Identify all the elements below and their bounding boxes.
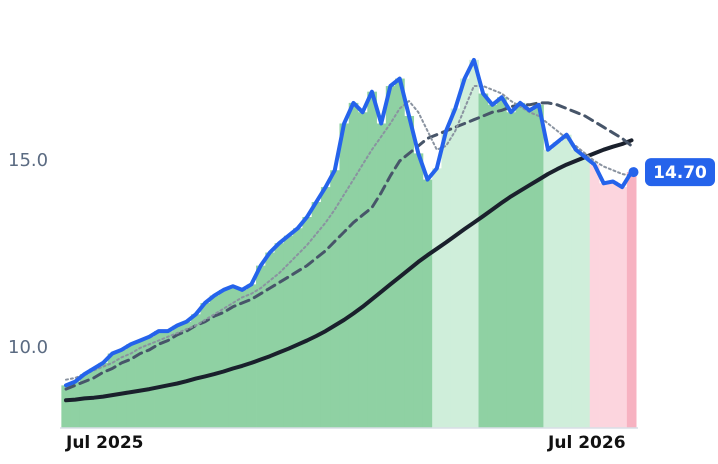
area-bar	[107, 353, 118, 428]
area-bar	[320, 187, 331, 428]
area-bar	[376, 123, 387, 428]
area-bar	[413, 153, 424, 428]
area-bar	[302, 216, 313, 428]
area-bar	[608, 181, 618, 428]
area-bar	[293, 228, 303, 428]
area-bar	[571, 149, 581, 429]
area-bar	[116, 349, 127, 428]
area-bar	[534, 104, 544, 428]
area-bar	[330, 170, 340, 428]
area-bar	[172, 325, 183, 428]
area-bar	[256, 265, 266, 428]
area-bar	[311, 202, 322, 428]
area-bar	[228, 286, 238, 428]
end-label-bg	[645, 158, 715, 187]
area-bar	[385, 86, 396, 428]
area-bar	[191, 314, 201, 428]
area-bar	[218, 289, 229, 428]
area-bar	[626, 172, 637, 428]
area-bar	[246, 284, 257, 428]
area-bar	[144, 336, 155, 428]
series-line	[65, 85, 633, 381]
area-bar	[181, 321, 192, 428]
area-bar	[469, 59, 479, 428]
area-bar	[459, 78, 470, 428]
area-bar	[79, 374, 90, 428]
series-line	[64, 57, 634, 388]
area-bar	[506, 112, 516, 428]
area-bar	[358, 112, 368, 428]
area-bar	[404, 115, 415, 429]
area-bar	[515, 102, 526, 428]
area-bar	[154, 331, 164, 428]
x-tick-label: Jul 2026	[547, 433, 626, 453]
area-bar	[163, 331, 174, 428]
area-bar	[589, 164, 600, 428]
area-bar	[543, 149, 554, 429]
area-bar	[580, 157, 591, 428]
area-bar	[339, 123, 350, 428]
area-bar	[441, 130, 452, 428]
area-bar	[432, 168, 442, 429]
area-bar	[237, 289, 248, 428]
area-bar	[599, 183, 609, 428]
area-bar	[395, 78, 405, 428]
end-label: 14.70	[653, 163, 707, 183]
area-bar	[561, 134, 572, 429]
area-bar	[422, 179, 433, 428]
area-bar	[450, 108, 461, 428]
area-bar	[348, 102, 359, 428]
area-bar	[135, 340, 146, 428]
area-bar	[126, 344, 136, 428]
area-bar	[497, 97, 507, 428]
area-bar	[283, 235, 294, 428]
area-bar	[274, 243, 285, 428]
area-bar	[487, 104, 498, 428]
area-bar	[524, 110, 535, 429]
area-bar	[70, 381, 81, 428]
area-bar	[209, 295, 220, 428]
area-bar	[552, 142, 563, 428]
y-tick-label: 10.0	[8, 337, 48, 358]
end-dot	[628, 167, 639, 178]
area-bar	[61, 385, 72, 428]
area-bar	[265, 252, 275, 428]
area-bar	[367, 91, 377, 429]
y-tick-label: 15.0	[8, 150, 48, 171]
area-bar	[617, 187, 628, 428]
area-bar	[200, 303, 211, 428]
series-line	[64, 101, 633, 391]
area-bar	[478, 93, 489, 429]
series-line	[64, 138, 634, 403]
x-tick-label: Jul 2025	[65, 433, 144, 453]
